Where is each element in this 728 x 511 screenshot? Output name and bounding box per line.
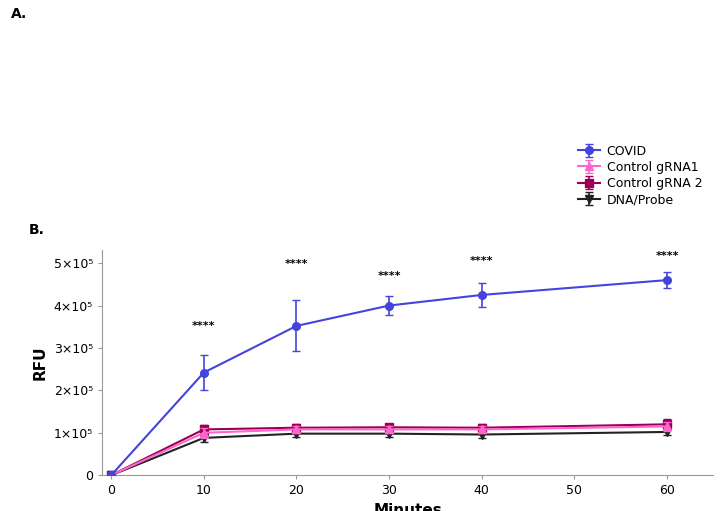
Y-axis label: RFU: RFU [33,345,48,380]
Text: ****: **** [655,250,679,261]
Text: B.: B. [28,223,44,238]
Text: ****: **** [470,256,494,266]
Legend: COVID, Control gRNA1, Control gRNA 2, DNA/Probe: COVID, Control gRNA1, Control gRNA 2, DN… [573,140,707,211]
Text: ****: **** [192,321,215,332]
Text: A.: A. [11,7,27,21]
Text: ****: **** [285,259,308,269]
X-axis label: Minutes: Minutes [373,503,442,511]
Text: ****: **** [377,271,401,282]
